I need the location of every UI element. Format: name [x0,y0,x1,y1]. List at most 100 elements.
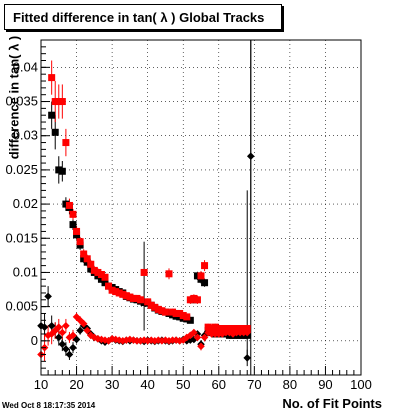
diamond-marker [197,342,205,351]
square-marker [87,265,95,273]
square-marker [201,262,209,270]
diamond-marker [161,336,170,344]
square-marker [58,167,66,175]
diamond-marker [86,331,95,340]
diamond-marker [47,321,56,330]
square-marker [101,273,109,281]
x-tick-label: 90 [318,377,332,392]
square-marker [48,74,56,82]
square-marker [172,309,180,317]
grid-lines [40,40,362,375]
square-marker [204,323,212,331]
x-tick-label: 100 [350,377,372,392]
square-marker [48,111,56,119]
diamond-marker [54,323,63,331]
square-marker [190,294,198,302]
diamond-marker [154,336,163,344]
square-marker [51,98,59,106]
diamond-marker [218,330,227,338]
square-marker [90,266,98,274]
diamond-marker [62,345,70,353]
square-marker [240,325,248,333]
square-marker [122,292,130,300]
y-tick-label: 0.03 [13,128,38,143]
diamond-marker [243,354,252,362]
x-tick-label: 30 [105,377,119,392]
square-marker [97,275,105,283]
square-marker [169,308,177,316]
diamond-marker [44,292,52,301]
square-marker [179,312,187,320]
square-marker [55,98,63,106]
square-marker [80,255,88,263]
data-points [37,74,255,362]
square-marker [165,309,173,317]
square-marker [126,293,134,301]
square-marker [87,260,95,268]
square-marker [62,200,70,208]
tick-labels: 10 20 30 40 50 60 70 80 90 100 0 0.005 0.01 0.015 0.02… [5,59,371,392]
y-tick-label: 0.035 [5,94,38,109]
x-tick-label: 50 [176,377,190,392]
datestamp: Wed Oct 8 18:17:35 2014 [2,401,96,410]
square-marker [225,325,233,333]
square-marker [193,272,201,280]
square-marker [154,305,162,313]
diamond-marker [51,326,60,335]
square-marker [233,325,241,333]
diamond-marker [150,337,159,345]
chart-title-text: Fitted difference in tan( λ ) Global Tra… [13,9,265,25]
square-marker [186,296,194,304]
square-marker [119,290,127,298]
diamond-marker [182,333,191,342]
square-marker [147,301,155,309]
y-axis-label: difference in tan( λ ) [4,28,24,168]
plot-frame [40,39,362,376]
square-marker [101,279,109,287]
square-marker [83,255,91,263]
square-marker [80,250,88,258]
square-marker [158,307,166,315]
diamond-marker [69,331,77,340]
diamond-marker [136,337,145,345]
diamond-marker [83,326,92,335]
diamond-marker [126,335,134,344]
square-marker [197,272,205,280]
square-marker [151,303,159,311]
square-marker [69,221,77,229]
square-marker [144,298,152,306]
square-marker [211,323,219,331]
diamond-marker [186,336,195,344]
square-marker [69,210,77,218]
y-tick-label: 0.04 [13,59,38,74]
square-marker [65,201,73,209]
diamond-marker [65,350,74,359]
square-marker [201,279,209,287]
square-marker [51,128,59,136]
square-marker [115,289,123,297]
square-marker [236,325,244,333]
x-tick-label: 80 [283,377,297,392]
square-marker [222,325,230,333]
square-marker [73,227,81,235]
square-marker [129,294,137,302]
square-marker [112,288,120,296]
square-marker [218,325,226,333]
square-marker [176,309,184,317]
square-marker [108,286,116,294]
diamond-marker [225,328,234,337]
square-marker [140,268,148,276]
diamond-marker [129,336,138,344]
y-tick-label: 0.015 [5,230,38,245]
chart-title: Fitted difference in tan( λ ) Global Tra… [4,4,282,30]
diamond-marker [54,333,63,342]
square-marker [137,296,145,304]
x-tick-label: 20 [69,377,83,392]
x-axis-label: No. of Fit Points [282,396,382,411]
diamond-marker [76,326,84,335]
y-axis-label-text: difference in tan( λ ) [6,35,22,160]
diamond-marker [186,331,195,340]
x-tick-label: 10 [34,377,48,392]
square-marker [58,98,66,106]
